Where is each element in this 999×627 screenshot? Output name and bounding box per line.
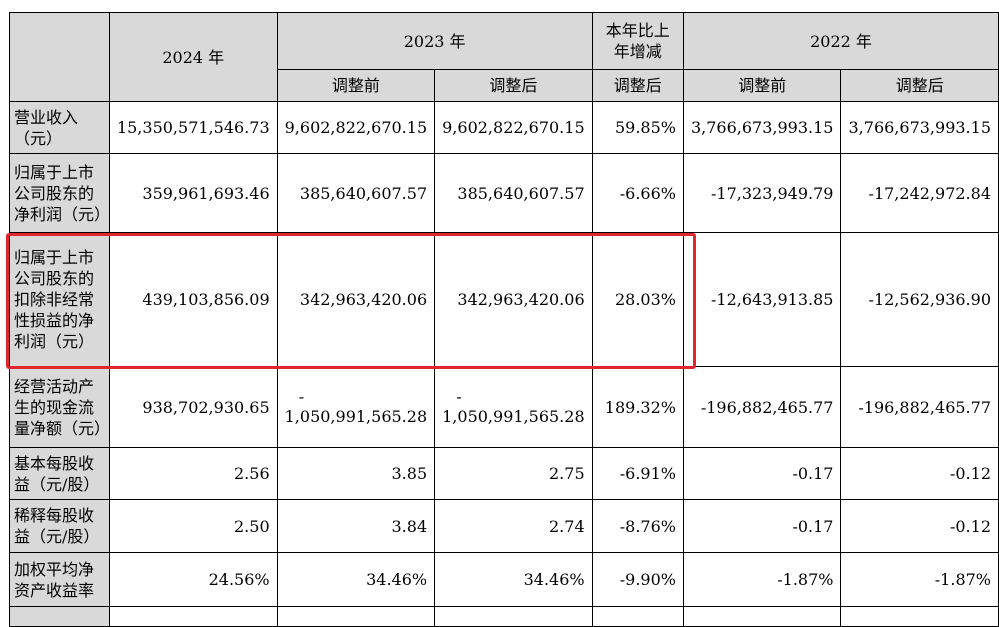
cell-2023-before: 3.84 bbox=[276, 499, 436, 553]
cell-2024: 24.56% bbox=[108, 552, 278, 607]
cell-2023-after: 34.46% bbox=[434, 552, 593, 607]
cell-2024: 439,103,856.09 bbox=[108, 232, 278, 367]
table-row: 营业收入（元） 15,350,571,546.73 9,602,822,670.… bbox=[9, 101, 999, 154]
cell-2022-after: -1.87% bbox=[840, 552, 999, 607]
header-row-2: 调整前 调整后 调整后 调整前 调整后 bbox=[10, 69, 999, 102]
table-row: 归属于上市公司股东的净利润（元） 359,961,693.46 385,640,… bbox=[9, 153, 999, 233]
header-change: 本年比上年增减 bbox=[591, 12, 684, 70]
cell-2023-before: 342,963,420.06 bbox=[276, 232, 436, 367]
cell-value: 1,050,991,565.28 bbox=[442, 406, 585, 426]
table-row: 经营活动产生的现金流量净额（元） 938,702,930.65 - 1,050,… bbox=[9, 366, 999, 448]
cell-change: -8.76% bbox=[591, 499, 684, 553]
cell-2024: 938,702,930.65 bbox=[108, 366, 278, 448]
financial-summary-table: 2024 年 2023 年 本年比上年增减 2022 年 调整前 调整后 调整后… bbox=[9, 12, 999, 627]
header-2023-after: 调整后 bbox=[434, 69, 593, 102]
row-label: 基本每股收益（元/股） bbox=[9, 447, 110, 500]
cell-2022-after: -12,562,936.90 bbox=[840, 232, 999, 367]
cell-2022-before: 3,766,673,993.15 bbox=[682, 101, 842, 154]
row-label: 加权平均净资产收益率 bbox=[9, 552, 110, 607]
cell-2022-after: -0.12 bbox=[840, 499, 999, 553]
negative-sign: - bbox=[456, 386, 462, 406]
table-row: 稀释每股收益（元/股） 2.50 3.84 2.74 -8.76% -0.17 … bbox=[9, 499, 999, 553]
cell-2023-after: - 1,050,991,565.28 bbox=[434, 366, 593, 448]
header-change-after: 调整后 bbox=[591, 69, 684, 102]
row-label: 归属于上市公司股东的扣除非经常性损益的净利润（元） bbox=[9, 232, 110, 367]
header-2022-before: 调整前 bbox=[682, 69, 842, 102]
cell-2022-after bbox=[840, 606, 999, 627]
cell-2022-after: -196,882,465.77 bbox=[840, 366, 999, 448]
negative-sign: - bbox=[298, 386, 305, 406]
cell-2022-before: -1.87% bbox=[682, 552, 842, 607]
header-2024: 2024 年 bbox=[108, 12, 278, 102]
cell-2022-after: -17,242,972.84 bbox=[840, 153, 999, 233]
table-row: 基本每股收益（元/股） 2.56 3.85 2.75 -6.91% -0.17 … bbox=[9, 447, 999, 500]
header-2023-before: 调整前 bbox=[276, 69, 436, 102]
header-corner-cell bbox=[9, 12, 110, 102]
cell-change: -9.90% bbox=[591, 552, 684, 607]
cell-2024 bbox=[108, 606, 278, 627]
cell-2024: 2.50 bbox=[108, 499, 278, 553]
row-label: 经营活动产生的现金流量净额（元） bbox=[9, 366, 110, 448]
cell-2023-after bbox=[434, 606, 593, 627]
cell-2023-after: 385,640,607.57 bbox=[434, 153, 593, 233]
cell-2023-before: 3.85 bbox=[276, 447, 436, 500]
row-label: 归属于上市公司股东的净利润（元） bbox=[9, 153, 110, 233]
cell-2023-after: 342,963,420.06 bbox=[434, 232, 593, 367]
cell-2023-before bbox=[276, 606, 436, 627]
cell-change: 28.03% bbox=[591, 232, 684, 367]
cell-2023-before: 9,602,822,670.15 bbox=[276, 101, 436, 154]
row-label: 稀释每股收益（元/股） bbox=[9, 499, 110, 553]
cell-2023-before: 34.46% bbox=[276, 552, 436, 607]
cell-2022-before: -0.17 bbox=[682, 447, 842, 500]
header-2023: 2023 年 bbox=[276, 12, 593, 70]
row-label: 营业收入（元） bbox=[9, 101, 110, 154]
cell-2024: 15,350,571,546.73 bbox=[108, 101, 278, 154]
row-label bbox=[9, 606, 110, 627]
header-2022-after: 调整后 bbox=[840, 69, 999, 102]
cell-2023-before: - 1,050,991,565.28 bbox=[276, 366, 436, 448]
cell-2024: 359,961,693.46 bbox=[108, 153, 278, 233]
cell-change: -6.66% bbox=[591, 153, 684, 233]
cell-2022-after: -0.12 bbox=[840, 447, 999, 500]
cell-change: 189.32% bbox=[591, 366, 684, 448]
cell-2022-before bbox=[682, 606, 842, 627]
cell-2022-before: -196,882,465.77 bbox=[682, 366, 842, 448]
cell-2023-after: 2.75 bbox=[434, 447, 593, 500]
cell-change: -6.91% bbox=[591, 447, 684, 500]
cell-2022-before: -0.17 bbox=[682, 499, 842, 553]
header-row-1: 2024 年 2023 年 本年比上年增减 2022 年 bbox=[9, 12, 999, 102]
cell-2023-after: 9,602,822,670.15 bbox=[434, 101, 593, 154]
table-row: 加权平均净资产收益率 24.56% 34.46% 34.46% -9.90% -… bbox=[9, 552, 999, 607]
cell-2022-before: -17,323,949.79 bbox=[682, 153, 842, 233]
cell-change: 59.85% bbox=[591, 101, 684, 154]
header-2022: 2022 年 bbox=[682, 12, 999, 70]
cell-change bbox=[591, 606, 684, 627]
cell-2022-after: 3,766,673,993.15 bbox=[840, 101, 999, 154]
cell-2024: 2.56 bbox=[108, 447, 278, 500]
cell-value: 1,050,991,565.28 bbox=[284, 406, 428, 426]
cell-2023-after: 2.74 bbox=[434, 499, 593, 553]
cell-2023-before: 385,640,607.57 bbox=[276, 153, 436, 233]
table-row-partial bbox=[9, 606, 999, 627]
table-row: 归属于上市公司股东的扣除非经常性损益的净利润（元） 439,103,856.09… bbox=[9, 232, 999, 367]
cell-2022-before: -12,643,913.85 bbox=[682, 232, 842, 367]
